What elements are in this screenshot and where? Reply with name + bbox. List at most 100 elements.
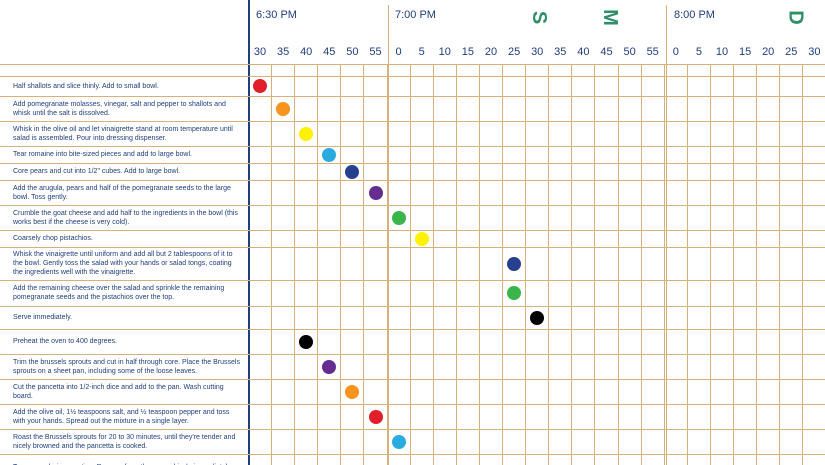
task-label: Half shallots and slice thinly. Add to s… [13,83,159,90]
grid-row-line [0,454,825,455]
grid-column-line [363,65,364,465]
hour-label-3: 8:00 PM [674,9,715,21]
grid-column-line [664,65,665,465]
step-marker-dot [322,147,337,162]
tick-label: 30 [531,46,544,58]
step-marker-dot [345,384,360,399]
tick-label: 55 [646,46,659,58]
grid-row-line [0,76,825,77]
grid-column-line [641,65,642,465]
task-label: Whisk the vinaigrette until uniform and … [13,251,233,276]
grid-column-line [618,65,619,465]
grid-column-line [271,65,272,465]
header-rule [0,64,825,65]
grid-column-line [802,65,803,465]
grid-row-line [0,404,825,405]
grid-column-line [710,65,711,465]
grid-row-line [0,329,825,330]
grid-row-line [0,205,825,206]
grid-column-line [525,65,526,465]
tick-label: 15 [738,46,752,58]
step-marker-dot [391,434,406,449]
tick-label: 5 [695,46,702,58]
tick-label: 0 [672,46,679,58]
grid-column-line [317,65,318,465]
grid-row-line [0,163,825,164]
task-label: Cut the pancetta into 1/2-inch dice and … [13,384,224,400]
tick-label: 10 [438,46,451,58]
grid-column-line [479,65,480,465]
grid-column-line [687,65,688,465]
grid-column-line [594,65,595,465]
timeline-axis-line [248,0,250,465]
tick-label: 25 [507,46,521,58]
grid-row-line [0,230,825,231]
step-marker-dot [507,256,522,271]
grid-row-line [0,379,825,380]
hour-divider [666,5,667,465]
grid-column-line [433,65,434,465]
grid-column-line [756,65,757,465]
tick-label: 50 [346,46,359,58]
tick-label: 40 [300,46,313,58]
grid-row-line [0,429,825,430]
step-marker-dot [276,101,291,116]
hour-label-1: 6:30 PM [256,9,297,21]
legend-letter-s: S [528,10,551,25]
tick-label: 5 [418,46,425,58]
tick-label: 25 [785,46,798,58]
grid-column-line [502,65,503,465]
tick-label: 20 [484,46,498,58]
step-marker-dot [368,185,383,200]
grid-row-line [0,96,825,97]
step-marker-dot [414,231,429,246]
grid-column-line [340,65,341,465]
legend-letter-m: M [598,9,621,26]
grid-row-line [0,146,825,147]
hour-label-2: 7:00 PM [395,9,436,21]
grid-row-line [0,306,825,307]
tick-label: 20 [762,46,775,58]
task-label: Trim the brussels sprouts and cut in hal… [13,359,240,375]
task-label: Tear romaine into bite-sized pieces and … [13,151,192,158]
task-label: Add the remaining cheese over the salad … [13,285,225,301]
tick-label: 35 [276,46,290,58]
grid-column-line [294,65,295,465]
grid-row-line [0,180,825,181]
tick-label: 15 [461,46,475,58]
tick-label: 55 [369,46,382,58]
tick-label: 10 [715,46,729,58]
grid-row-line [0,354,825,355]
tick-label: 40 [577,46,590,58]
grid-row-line [0,280,825,281]
step-marker-dot [253,79,267,93]
grid-column-line [387,65,388,465]
step-marker-dot [299,334,314,349]
task-label: Core pears and cut into 1/2" cubes. Add … [13,168,181,175]
tick-label: 30 [253,46,267,58]
grid-column-line [410,65,411,465]
step-marker-dot [345,164,360,179]
tick-label: 35 [554,46,567,58]
step-marker-dot [322,359,337,374]
hour-divider [388,5,389,465]
step-marker-dot [368,409,383,424]
task-label: Add the arugula, pears and half of the p… [13,185,231,201]
tick-label: 45 [600,46,613,58]
step-marker-dot [507,286,522,300]
task-label: Coarsely chop pistachios. [13,235,93,242]
task-label: Crumble the goat cheese and add half to … [13,210,238,226]
step-marker-dot [391,210,406,225]
grid-column-line [571,65,572,465]
tick-label: 50 [623,46,636,58]
task-label: Serve immediately. [13,314,73,321]
step-marker-dot [530,310,545,325]
task-label: Roast the Brussels sprouts for 20 to 30 … [13,434,236,450]
grid-column-line [779,65,780,465]
task-label: Preheat the oven to 400 degrees. [13,338,117,345]
tick-label: 0 [395,46,402,58]
grid-column-line [548,65,549,465]
task-label: Add the olive oil, 1½ teaspoons salt, an… [13,409,230,425]
task-label: Whisk in the olive oil and let vinaigret… [13,126,233,142]
